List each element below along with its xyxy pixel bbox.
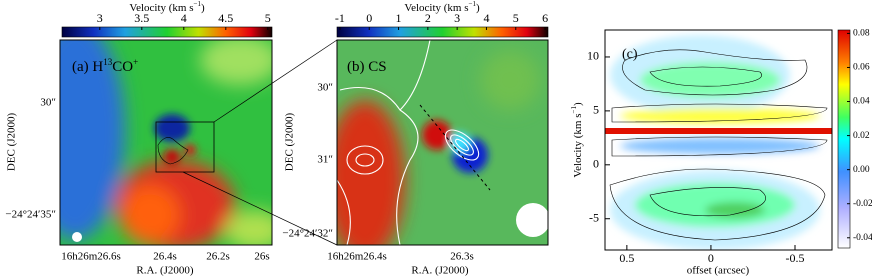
colorbar-tick-label: 2 [425,11,431,25]
x-tick-label: 16h26m26.4s [327,251,387,263]
y-axis-label: Velocity (km s−1) [570,102,584,178]
colorbar-tick-label: 1 [396,11,402,25]
colorbar-tick-label: 0.08 [853,29,870,39]
colorbar-tick-label: 0.00 [853,165,870,175]
y-tick-label: 0 [593,157,599,171]
colorbar-tick-label: 4.5 [218,11,233,25]
colorbar-title-part: Velocity (km s [404,2,468,14]
colorbar-title: Velocity (km s−1) [129,0,205,14]
x-tick-label: 16h26m26.6s [61,251,121,263]
y-tick-label: −24°24′35″ [5,209,56,221]
colorbar-tick-label: 3 [97,11,103,25]
y-tick-label: 30″ [317,82,333,94]
colorbar-tick-label: 3 [454,11,460,25]
panel-label-part: + [133,57,138,67]
colorbar-title-part: −1 [469,0,477,8]
colorbar-tick-label: -0.04 [853,233,872,243]
panel-label: (a) H13CO+ [72,57,138,75]
colorbar-tick-label: 5 [265,11,271,25]
colorbar-tick-label: 0.06 [853,63,870,73]
y-axis-label: DEC (J2000) [284,112,296,171]
colorbar-title-part: ) [201,2,205,14]
frame [336,39,549,246]
x-tick-label: 0.5 [619,251,634,265]
colorbar-title-part: −1 [194,0,202,8]
pv-map [605,30,832,250]
panel-label-part: CO [112,59,133,75]
panel-label: (b) CS [347,59,387,75]
colorbar-tick-label: 4 [181,11,187,25]
x-axis-label: offset (arcsec) [687,265,750,277]
colorbar-tick-label: 0.04 [853,97,870,107]
colorbar-tick-label: 3.5 [134,11,149,25]
colorbar-tick-label: -0.02 [853,199,872,209]
y-tick-label: 31″ [317,154,333,166]
colorbar [837,29,851,249]
colorbar-tick-label: 0 [366,11,372,25]
colorbar [61,26,273,38]
colorbar [336,26,549,38]
colorbar-tick-label: 4 [483,11,489,25]
map-b [337,40,548,245]
colorbar-tick-label: 0.02 [853,131,870,141]
x-tick-label: 26.2s [206,251,230,263]
colorbar-title: Velocity (km s−1) [404,0,480,14]
colorbar-title-part: ) [476,2,480,14]
x-tick-label: 26.3s [450,251,474,263]
panel-label-part: 13 [103,57,113,67]
colorbar-tick-label: 6 [542,11,548,25]
x-tick-label: 26s [254,251,269,263]
frame [604,29,833,251]
y-tick-label: 5 [593,103,599,117]
y-axis-label: DEC (J2000) [6,112,18,171]
panel-label-part: (a) H [72,59,103,75]
map-a [60,40,272,245]
y-tick-label: 30″ [40,97,56,109]
x-tick-label: 0 [708,251,714,265]
frame [59,39,273,246]
x-tick-label: -0.5 [786,251,805,265]
colorbar-title-part: Velocity (km s [129,2,193,14]
y-axis-label-part: −1 [570,106,578,114]
colorbar-tick-label: -1 [335,11,345,25]
y-tick-label: -5 [589,210,599,224]
x-axis-label: R.A. (J2000) [136,265,193,277]
panel-label: (c) [622,47,638,62]
y-axis-label-part: ) [572,102,584,106]
y-axis-label-part: Velocity (km s [572,113,584,177]
x-tick-label: 26.4s [153,251,177,263]
x-axis-label: R.A. (J2000) [411,265,468,277]
y-tick-label: 10 [587,49,599,63]
y-tick-label: −24°24′32″ [282,228,333,240]
colorbar-tick-label: 5 [513,11,519,25]
panel-label-part: (b) CS [347,59,387,75]
